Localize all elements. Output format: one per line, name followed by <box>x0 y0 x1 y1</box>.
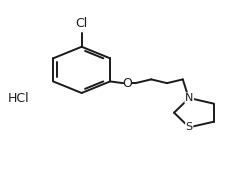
Text: HCl: HCl <box>8 93 29 105</box>
Text: O: O <box>123 77 133 90</box>
Text: S: S <box>186 122 193 132</box>
Text: N: N <box>185 93 193 103</box>
Text: Cl: Cl <box>76 18 88 30</box>
